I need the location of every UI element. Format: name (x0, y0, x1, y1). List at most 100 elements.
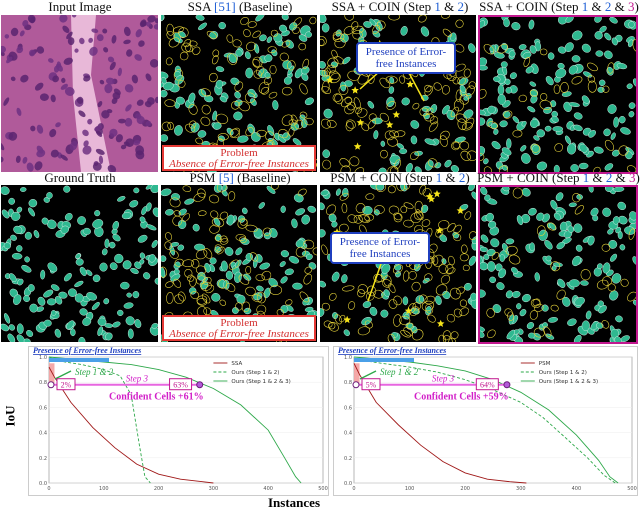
instance-outline (433, 82, 442, 91)
instance-outline (169, 197, 181, 208)
nucleus-mask (483, 254, 490, 260)
instance-outline (338, 85, 349, 95)
nucleus-mask (23, 295, 30, 302)
nucleus-mask (188, 92, 196, 104)
instance-outline (339, 314, 346, 323)
nucleus (76, 96, 84, 104)
instance-outline (453, 233, 462, 242)
nucleus (135, 145, 145, 156)
instance-outline (450, 106, 459, 118)
instance-outline (601, 320, 610, 329)
nucleus-mask (292, 138, 302, 146)
instance-outline (530, 298, 541, 308)
nucleus-mask (571, 30, 583, 41)
nucleus-mask (570, 164, 579, 172)
nucleus-mask (139, 252, 146, 260)
start-marker (47, 381, 55, 389)
nucleus-mask (280, 205, 286, 213)
instance-outline (238, 274, 250, 285)
nucleus-mask (146, 224, 157, 231)
nucleus (97, 100, 103, 108)
instance-outline (455, 113, 467, 123)
nucleus-mask (534, 272, 540, 282)
instance-outline (320, 35, 327, 47)
nucleus-mask (280, 305, 289, 314)
nucleus-mask (232, 307, 239, 314)
instance-outline (587, 75, 596, 83)
nucleus (99, 79, 105, 85)
instance-outline (419, 185, 427, 195)
nucleus (118, 118, 126, 124)
nucleus-mask (331, 221, 338, 228)
instance-outline (411, 329, 424, 341)
title-psm-baseline: PSM [5] (Baseline) (189, 170, 291, 185)
instance-outline (464, 117, 475, 129)
nucleus-mask (522, 294, 531, 303)
nucleus (107, 56, 115, 63)
nucleus-mask (258, 202, 265, 209)
nucleus-mask (91, 301, 100, 310)
instance-outline (331, 49, 338, 59)
nucleus (91, 28, 99, 33)
instance-outline (225, 282, 236, 292)
nucleus-mask (557, 63, 565, 70)
nucleus-mask (518, 44, 527, 50)
instance-outline (181, 42, 192, 53)
nucleus-mask (615, 226, 621, 234)
instance-outline (195, 249, 208, 260)
instance-outline (252, 56, 263, 68)
instance-outline (201, 104, 211, 115)
instance-outline (539, 100, 552, 110)
nucleus-mask (335, 188, 341, 196)
ground-truth-panel (1, 185, 158, 342)
nucleus-mask (165, 209, 174, 216)
nucleus-mask (94, 210, 101, 217)
nucleus-mask (520, 145, 527, 152)
instance-outline (239, 236, 247, 243)
instance-outline (468, 231, 476, 241)
instance-outline (216, 113, 229, 125)
instance-outline (328, 322, 339, 332)
y-tick-label: 0.2 (344, 456, 352, 462)
instance-outline (534, 303, 544, 312)
nucleus-mask (610, 253, 618, 262)
x-tick-label: 100 (405, 486, 415, 492)
nucleus-mask (133, 187, 140, 194)
nucleus-mask (151, 323, 158, 329)
instance-outline (460, 150, 471, 161)
nucleus-mask (516, 215, 524, 226)
nucleus-mask (209, 257, 217, 265)
nucleus-mask (599, 25, 607, 33)
background (480, 17, 636, 172)
nucleus (136, 116, 145, 125)
instance-outline (459, 94, 470, 105)
legend-entry: Ours (Step 1 & 2) (539, 370, 587, 376)
nucleus-mask (614, 336, 622, 342)
banner-bg (336, 345, 486, 355)
nucleus-mask (307, 205, 317, 213)
instance-outline (262, 227, 272, 236)
instance-outline (185, 123, 196, 133)
step12-label: Step 1 & 2 (75, 367, 114, 377)
nucleus-mask (11, 211, 21, 221)
nucleus (83, 140, 89, 147)
nucleus-mask (63, 185, 71, 193)
nucleus-mask (536, 129, 545, 138)
instance-outline (587, 80, 597, 93)
title-ssa-baseline: SSA [51] (Baseline) (187, 0, 293, 14)
nucleus (1, 45, 6, 54)
nucleus-mask (1, 323, 10, 332)
instance-outline (505, 245, 518, 256)
instance-outline (217, 133, 229, 141)
nucleus-mask (215, 66, 225, 72)
instance-outline (393, 295, 403, 306)
y-tick-label: 0.4 (344, 431, 352, 437)
nucleus (63, 57, 73, 65)
nucleus-mask (250, 98, 257, 106)
instance-outline (486, 308, 495, 318)
nucleus-mask (161, 89, 168, 98)
instance-outline (596, 279, 609, 290)
instance-outline (440, 274, 450, 285)
nucleus-mask (268, 278, 278, 288)
instance-outline (409, 306, 420, 316)
